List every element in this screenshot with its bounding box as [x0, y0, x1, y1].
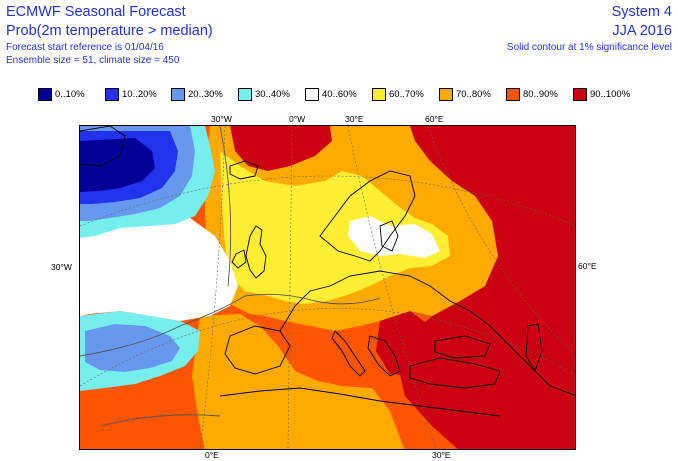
- scandinavia-outline: [319, 170, 416, 262]
- legend-label: 0..10%: [55, 89, 85, 100]
- baltic-sea-outline: [379, 220, 399, 252]
- ensemble-size: Ensemble size = 51, climate size = 450: [6, 55, 180, 66]
- turkey-outline: [409, 357, 501, 389]
- forecast-start-reference: Forecast start reference is 01/04/16: [6, 42, 164, 53]
- legend-swatch: [171, 88, 185, 101]
- top-longitude-label: 30°W: [211, 114, 232, 124]
- legend-label: 90..100%: [590, 89, 631, 100]
- legend-label: 10..20%: [122, 89, 157, 100]
- graticule-lines: [80, 126, 575, 449]
- legend-swatch: [573, 88, 587, 101]
- balkans-outline: [367, 335, 401, 377]
- legend-swatch: [38, 88, 52, 101]
- legend-label: 40..60%: [322, 89, 357, 100]
- map-fill-0-10: [80, 138, 155, 192]
- legend-swatch: [372, 88, 386, 101]
- legend-label: 20..30%: [188, 89, 223, 100]
- map-fill-60-70: [220, 151, 450, 304]
- graticule-longitude-0: [287, 126, 293, 449]
- legend-swatch: [439, 88, 453, 101]
- top-longitude-label: 30°E: [345, 114, 364, 124]
- iceland-outline: [229, 160, 259, 180]
- map-fill-90-100-balkans: [376, 311, 432, 376]
- ireland-outline: [231, 249, 247, 269]
- mainland-europe-outline: [279, 270, 575, 396]
- british-isles-outline: [245, 225, 267, 279]
- italy-outline: [331, 330, 366, 377]
- map-canvas: [80, 126, 575, 449]
- top-longitude-label: 60°E: [425, 114, 444, 124]
- legend-swatch: [105, 88, 119, 101]
- legend-swatch: [506, 88, 520, 101]
- black-sea-outline: [434, 335, 491, 359]
- forecast-variable: Prob(2m temperature > median): [6, 23, 213, 39]
- right-side-label: 60°E: [578, 261, 597, 271]
- top-longitude-label: 0°W: [289, 114, 306, 124]
- legend-label: 80..90%: [523, 89, 558, 100]
- probability-map: [79, 125, 576, 450]
- significance-note: Solid contour at 1% significance level: [506, 42, 672, 53]
- legend-swatch: [305, 88, 319, 101]
- system-label: System 4: [611, 4, 672, 20]
- season-label: JJA 2016: [612, 23, 672, 39]
- legend-swatch: [238, 88, 252, 101]
- left-side-label: 30°W: [51, 262, 72, 272]
- significance-contour: [219, 126, 232, 287]
- legend-label: 70..80%: [456, 89, 491, 100]
- map-fill-90-100-east: [398, 126, 575, 449]
- forecast-title: ECMWF Seasonal Forecast: [6, 4, 186, 20]
- coastlines: [80, 126, 575, 417]
- legend-label: 30..40%: [255, 89, 290, 100]
- iberia-outline: [224, 325, 291, 375]
- map-fill-40-60-scandinavia: [348, 216, 440, 258]
- map-fill-70-80-south: [192, 314, 405, 449]
- graticule-longitude-60e: [427, 126, 575, 355]
- graticule-longitude-30e: [347, 126, 437, 449]
- significance-contours: [80, 126, 381, 427]
- graticule-longitude-30w: [199, 126, 226, 449]
- significance-contour: [99, 414, 221, 427]
- map-fill-40-60-atlantic: [80, 211, 238, 321]
- caspian-sea-outline: [525, 323, 543, 373]
- legend-label: 60..70%: [389, 89, 424, 100]
- north-africa-coast: [219, 387, 501, 417]
- bottom-longitude-label: 30°E: [432, 450, 451, 460]
- graticule-latitude-north: [80, 175, 575, 227]
- bottom-longitude-label: 0°E: [205, 450, 219, 460]
- significance-contour: [80, 293, 381, 357]
- map-fill-90-100-north: [230, 126, 332, 171]
- greenland-coast: [80, 126, 126, 167]
